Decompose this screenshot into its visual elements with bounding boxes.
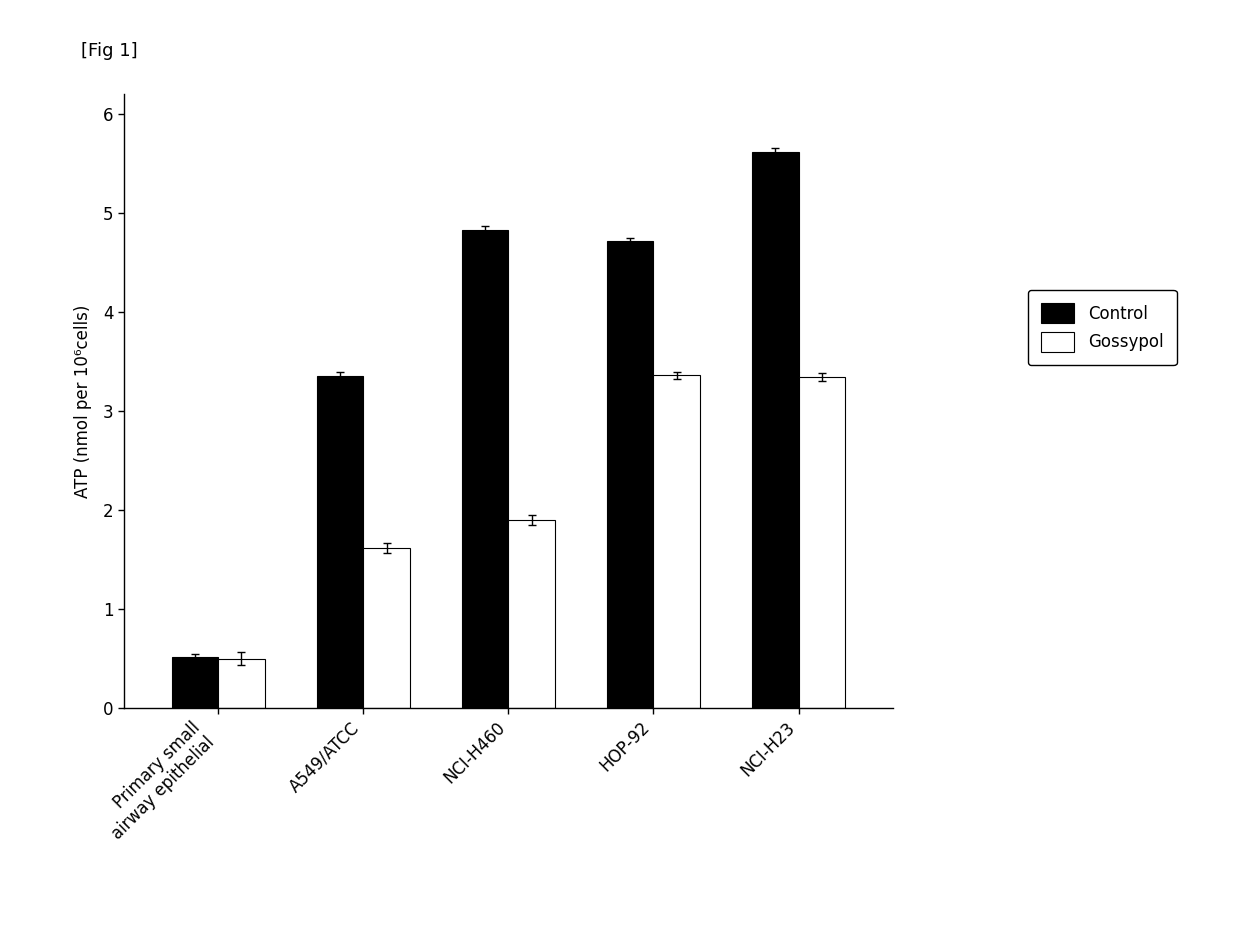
Bar: [218, 659, 264, 708]
Bar: [653, 376, 699, 708]
Bar: [172, 656, 218, 708]
Bar: [799, 378, 844, 708]
Bar: [463, 230, 508, 708]
Text: [Fig 1]: [Fig 1]: [81, 42, 138, 60]
Bar: [508, 520, 554, 708]
Bar: [317, 377, 363, 708]
Bar: [608, 241, 653, 708]
Y-axis label: ATP (nmol per 10⁶cells): ATP (nmol per 10⁶cells): [74, 305, 92, 497]
Legend: Control, Gossypol: Control, Gossypol: [1028, 290, 1177, 365]
Bar: [753, 152, 799, 708]
Bar: [363, 548, 409, 708]
